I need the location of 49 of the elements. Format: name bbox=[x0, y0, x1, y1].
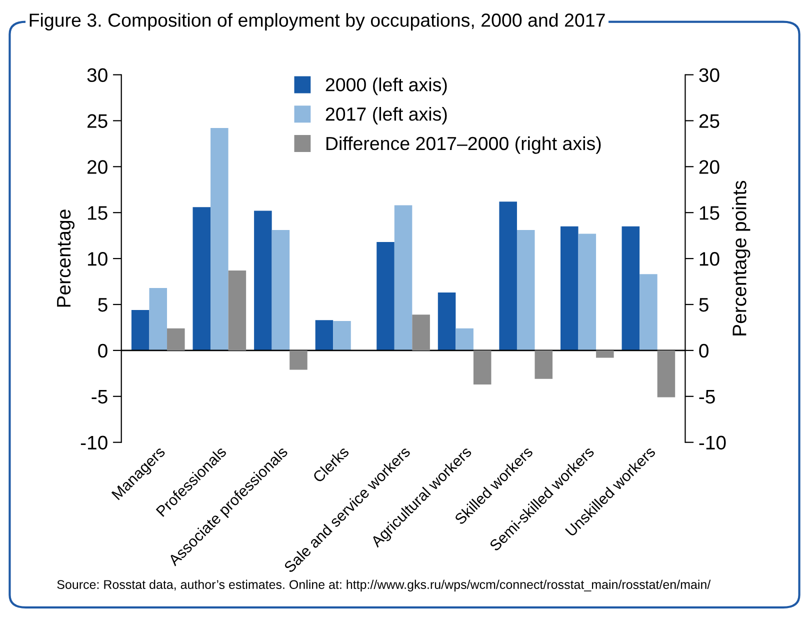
bar bbox=[376, 242, 394, 350]
bar bbox=[578, 234, 596, 350]
bar bbox=[622, 226, 640, 350]
bar bbox=[333, 321, 351, 350]
legend-label: 2000 (left axis) bbox=[326, 78, 447, 96]
legend-label: 2017 (left axis) bbox=[326, 106, 447, 124]
legend-label: Difference 2017–2000 (right axis) bbox=[326, 136, 601, 154]
y-tick-label: -10 bbox=[80, 436, 108, 450]
bar bbox=[290, 350, 308, 370]
y2-tick-label: 5 bbox=[699, 298, 708, 312]
y2-tick-label: 25 bbox=[699, 114, 720, 128]
y2-axis-title: Percentage points bbox=[732, 180, 750, 336]
y2-tick-label: 10 bbox=[700, 252, 720, 266]
bar bbox=[131, 310, 150, 350]
bar bbox=[412, 314, 430, 350]
y-tick-label: 30 bbox=[87, 68, 108, 82]
y2-tick-label: -10 bbox=[699, 436, 726, 450]
y-tick-label: -5 bbox=[92, 390, 108, 404]
bar bbox=[516, 230, 535, 350]
bar bbox=[254, 210, 272, 350]
bar bbox=[596, 350, 614, 358]
y2-tick-label: 0 bbox=[699, 344, 708, 358]
bar bbox=[394, 205, 412, 350]
y2-tick-label: 20 bbox=[699, 160, 720, 174]
bar bbox=[473, 350, 492, 384]
y-tick-label: 10 bbox=[88, 252, 108, 266]
bar bbox=[560, 226, 578, 350]
bar bbox=[456, 328, 474, 350]
y2-tick-label: 15 bbox=[700, 206, 720, 220]
y2-tick-label: -5 bbox=[699, 390, 715, 404]
y-tick-label: 25 bbox=[88, 114, 108, 128]
bar bbox=[657, 350, 676, 398]
bar bbox=[272, 230, 290, 350]
source-note: Source: Rosstat data, author’s estimates. Online at: http://www.gks.ru/wps/wcm/connect/rosstat_main/rosstat/en/main/ bbox=[57, 580, 711, 592]
y-tick-label: 5 bbox=[98, 298, 108, 312]
chart-title: Figure 3. Composition of employment by occupations, 2000 and 2017 bbox=[30, 13, 605, 31]
bar bbox=[192, 207, 211, 350]
y2-tick-label: 30 bbox=[699, 68, 720, 82]
y-tick-label: 15 bbox=[88, 206, 108, 220]
y-tick-label: 20 bbox=[88, 160, 108, 174]
bar bbox=[149, 288, 168, 350]
bar bbox=[210, 128, 228, 350]
y-axis-title: Percentage bbox=[57, 210, 74, 307]
bar bbox=[534, 350, 553, 379]
bar bbox=[438, 292, 456, 350]
bar bbox=[499, 202, 517, 350]
bar bbox=[315, 320, 334, 350]
bar bbox=[640, 274, 658, 350]
y-tick-label: 0 bbox=[98, 344, 108, 358]
